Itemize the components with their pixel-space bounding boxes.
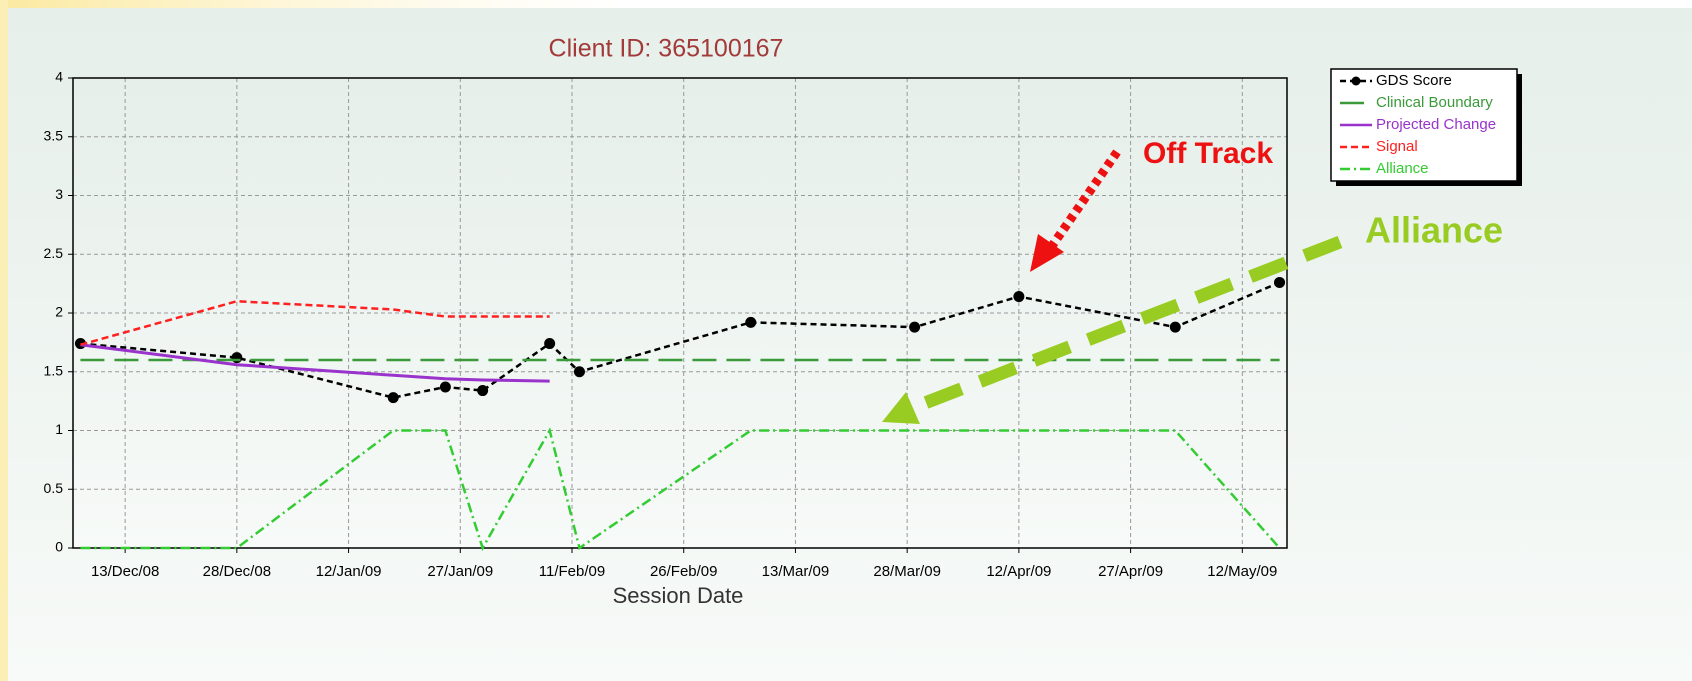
arrow-shaft — [909, 235, 1343, 415]
side-strip — [0, 0, 8, 681]
data-point — [909, 321, 921, 333]
legend: GDS Score Clinical Boundary Projected Chan… — [1330, 68, 1522, 186]
series-line — [80, 427, 1281, 552]
x-tick-label: 27/Jan/09 — [427, 563, 493, 580]
data-point — [477, 385, 489, 397]
x-tick-label: 12/May/09 — [1207, 563, 1277, 580]
series-line — [80, 281, 1281, 399]
legend-label: Alliance — [1376, 160, 1429, 177]
x-tick-label: 12/Jan/09 — [316, 563, 382, 580]
y-tick-label: 2 — [55, 304, 63, 320]
y-tick-label: 0.5 — [44, 480, 64, 496]
data-point — [1274, 276, 1286, 288]
arrow-head — [1030, 234, 1064, 272]
data-point — [387, 392, 399, 404]
plot-frame — [72, 77, 1288, 549]
x-tick-label: 13/Dec/08 — [91, 563, 159, 580]
x-tick-label: 28/Dec/08 — [203, 563, 271, 580]
series-line — [80, 299, 550, 346]
x-tick-label: 13/Mar/09 — [762, 563, 830, 580]
chart-title: Client ID: 365100167 — [549, 35, 784, 63]
data-point — [573, 366, 585, 378]
legend-label: Signal — [1376, 138, 1418, 155]
y-tick-label: 4 — [55, 69, 63, 85]
legend-label: GDS Score — [1376, 72, 1452, 89]
x-tick-label: 11/Feb/09 — [539, 563, 605, 580]
legend-marker — [1351, 76, 1361, 86]
data-point — [1013, 291, 1025, 303]
annotation-alliance: Alliance — [882, 210, 1503, 424]
y-tick-label: 3.5 — [44, 127, 64, 143]
annotation-off-track: Off Track — [1030, 137, 1273, 272]
arrow-head — [882, 392, 920, 424]
x-tick-label: 26/Feb/09 — [650, 563, 718, 580]
x-tick-label: 12/Apr/09 — [986, 563, 1051, 580]
x-tick-label: 28/Mar/09 — [873, 563, 941, 580]
data-point — [231, 352, 243, 364]
x-tick-label: 27/Apr/09 — [1098, 563, 1163, 580]
legend-label: Clinical Boundary — [1376, 94, 1493, 111]
plot-area: 0 0.5 1 1.5 2 2.5 3 3.5 4 13/Dec/08 28/Dec/08 12/Ja… — [44, 69, 1288, 580]
data-point — [439, 381, 451, 393]
data-point — [1169, 321, 1181, 333]
legend-items: GDS Score Clinical Boundary Projected Chan… — [1340, 72, 1496, 177]
y-tick-label: 3 — [55, 186, 63, 202]
y-tick-label: 2.5 — [44, 245, 64, 261]
data-point — [745, 316, 757, 328]
annotation-text: Alliance — [1365, 210, 1503, 251]
y-tick-label: 0 — [55, 539, 63, 555]
series-line — [80, 343, 550, 383]
arrow-shaft — [1048, 149, 1121, 249]
legend-label: Projected Change — [1376, 116, 1496, 133]
y-tick-label: 1.5 — [44, 362, 64, 378]
data-point — [544, 338, 556, 350]
y-tick-label: 1 — [55, 421, 63, 437]
annotation-text: Off Track — [1143, 137, 1273, 170]
x-axis-label: Session Date — [613, 583, 744, 608]
